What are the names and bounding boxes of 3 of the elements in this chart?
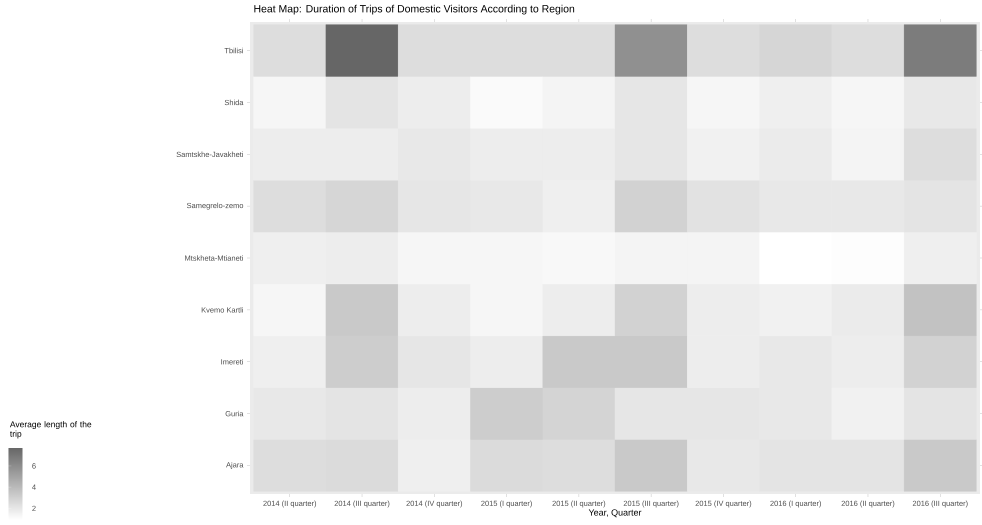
- chart-title: Heat Map: Duration of Trips of Domestic Visitors According to Region: [254, 4, 574, 15]
- x-axis-title: Year, Quarter: [588, 509, 642, 518]
- color-bar-title: Average length of the trip: [10, 421, 92, 438]
